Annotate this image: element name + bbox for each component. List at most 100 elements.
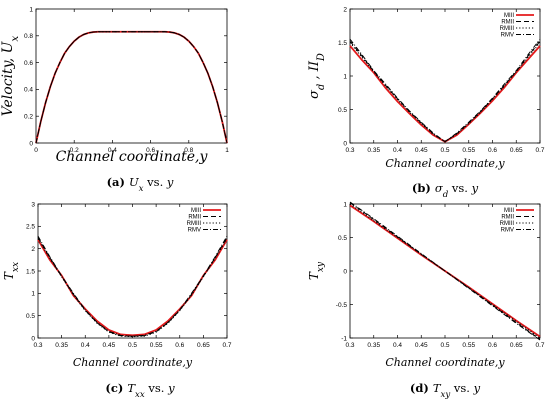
y-tick-label: 0.4 <box>24 87 33 94</box>
x-tick-label: 0.65 <box>197 342 210 349</box>
x-tick-label: 0.45 <box>415 342 428 349</box>
caption: (d) Txy vs. y <box>410 381 481 400</box>
series-line-rmv <box>349 38 541 143</box>
x-tick-label: 0.5 <box>440 342 449 349</box>
y-tick-label: 2 <box>343 6 347 13</box>
series-line-miii <box>35 30 228 144</box>
y-axis-label-group: Txx <box>2 262 21 280</box>
x-tick-label: 0.2 <box>70 147 79 154</box>
x-tick-label: 0.35 <box>367 342 380 349</box>
y-tick-label: 0.8 <box>24 33 33 40</box>
x-tick-label: 0.65 <box>510 342 523 349</box>
x-tick-label: 0.6 <box>488 147 497 154</box>
x-tick-label: 0.5 <box>128 342 137 349</box>
chart-panel-a: 0 0.2 0.4 0.6 0.8 1 0 0.2 0.4 0.6 0.8 1 Channel coor… <box>0 6 229 194</box>
legend-label: RMII <box>501 215 514 221</box>
y-tick-label: 2 <box>31 246 35 253</box>
x-tick-label: 0.35 <box>367 147 380 154</box>
caption: (a) Ux vs. y <box>107 175 174 194</box>
x-axis-label: Channel coordinate,y <box>385 157 505 170</box>
legend-label: RMII <box>501 20 514 26</box>
y-tick-label: 0 <box>343 140 347 147</box>
legend-label: RMV <box>188 228 201 234</box>
series-line-rmv <box>35 31 228 144</box>
y-tick-label: -0.5 <box>336 302 348 309</box>
x-tick-label: 0.6 <box>488 342 497 349</box>
series-line-rmii <box>349 40 541 143</box>
legend-label: MIII <box>191 208 201 214</box>
x-tick-label: 0.8 <box>184 147 193 154</box>
y-tick-label: 1 <box>343 73 347 80</box>
x-tick-label: 0.55 <box>150 342 163 349</box>
x-tick-label: 0 <box>34 147 38 154</box>
series-line-rmii <box>37 237 228 337</box>
y-tick-label: 1.5 <box>26 268 35 275</box>
series-line-miii <box>349 45 541 143</box>
x-tick-label: 0.4 <box>81 342 90 349</box>
x-tick-label: 0.4 <box>393 342 402 349</box>
x-tick-label: 0.3 <box>345 342 354 349</box>
x-tick-label: 0.45 <box>103 342 116 349</box>
x-tick-label: 0.4 <box>108 147 117 154</box>
series-line-rmv <box>349 201 541 341</box>
y-tick-label: 0.5 <box>338 235 347 242</box>
legend-label: RMV <box>501 228 514 234</box>
x-tick-label: 0.4 <box>393 147 402 154</box>
y-axis-label: σd , IID <box>307 53 327 99</box>
y-tick-label: 0 <box>343 268 347 275</box>
chart-panel-d: 0.3 0.35 0.4 0.45 0.5 0.55 0.6 0.65 0.7 -1 -0.5 0 0.… <box>307 201 545 400</box>
series-line-rmii <box>35 31 228 144</box>
plot-frame <box>35 8 228 144</box>
y-tick-label: 0 <box>31 335 35 342</box>
y-tick-label: -1 <box>341 335 347 342</box>
x-tick-label: 0.7 <box>222 342 231 349</box>
y-tick-label: 2.5 <box>26 224 35 231</box>
x-tick-label: 0.3 <box>33 342 42 349</box>
y-tick-label: 1 <box>29 6 33 13</box>
x-tick-label: 0.7 <box>535 147 544 154</box>
legend-label: RMV <box>501 33 514 39</box>
y-tick-label: 0.6 <box>24 60 33 67</box>
series-line-rmiii <box>35 31 228 144</box>
x-tick-label: 0.6 <box>175 342 184 349</box>
y-tick-label: 1 <box>31 291 35 298</box>
chart-panel-c: 0.3 0.35 0.4 0.45 0.5 0.55 0.6 0.65 0.7 0 0.5 1 1.5 2… <box>2 201 232 400</box>
y-axis-label-group: σd , IID <box>307 53 327 99</box>
legend-label: RMIII <box>500 221 515 227</box>
legend-label: MIII <box>504 208 514 214</box>
caption: (b) σd vs. y <box>412 181 479 200</box>
y-tick-label: 1.5 <box>338 40 347 47</box>
y-tick-label: 0.5 <box>26 313 35 320</box>
y-tick-label: 1 <box>343 201 347 208</box>
y-tick-label: 0 <box>29 140 33 147</box>
chart-panel-b: 0.3 0.35 0.4 0.45 0.5 0.55 0.6 0.65 0.7 0 0.5 1 1.5 2… <box>307 6 545 200</box>
x-axis-label: Channel coordinate,y <box>73 356 193 369</box>
series-line-rmiii <box>349 42 541 143</box>
y-tick-label: 3 <box>31 201 35 208</box>
legend-label: RMIII <box>500 26 515 32</box>
y-axis-label-group: Txy <box>307 261 326 280</box>
legend-label: RMIII <box>187 221 202 227</box>
series-line-rmv <box>37 235 228 337</box>
x-tick-label: 0.65 <box>510 147 523 154</box>
y-axis-label: Txx <box>2 262 21 280</box>
x-tick-label: 0.7 <box>535 342 544 349</box>
series-line-rmii <box>349 202 541 340</box>
x-axis-label: Channel coordinate,y <box>385 356 505 369</box>
y-axis-label-group: Velocity, Ux <box>0 36 21 117</box>
x-tick-label: 0.5 <box>440 147 449 154</box>
legend-label: MIII <box>504 13 514 19</box>
x-tick-label: 0.6 <box>146 147 155 154</box>
y-tick-label: 0.2 <box>24 114 33 121</box>
x-tick-label: 0.55 <box>462 342 475 349</box>
series-line-rmiii <box>37 238 228 338</box>
series-line-miii <box>37 239 228 337</box>
x-tick-label: 1 <box>225 147 229 154</box>
x-tick-label: 0.45 <box>415 147 428 154</box>
x-tick-label: 0.55 <box>462 147 475 154</box>
y-axis-label: Velocity, Ux <box>0 36 21 117</box>
y-axis-label: Txy <box>307 261 326 280</box>
caption: (c) Txx vs. y <box>105 381 175 400</box>
